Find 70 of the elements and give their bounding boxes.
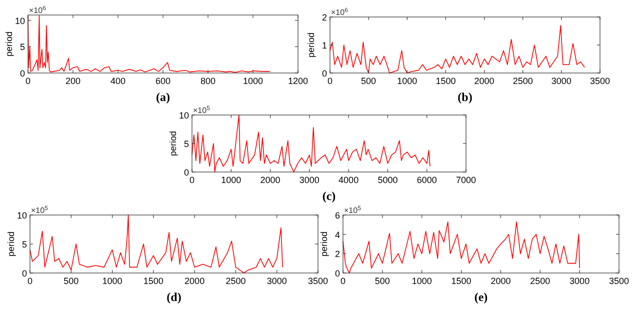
line-series <box>192 114 430 172</box>
y-axis-title: period <box>6 231 16 257</box>
x-tick-label: 2500 <box>530 276 550 286</box>
x-tick-label: 500 <box>361 76 376 86</box>
x-tick-label: 500 <box>64 276 79 286</box>
y-axis-title: period <box>306 32 316 58</box>
text: (b) <box>458 90 472 104</box>
y-tick-label: 2 <box>322 12 327 22</box>
y-tick-label: 10 <box>14 16 25 26</box>
x-tick-label: 1000 <box>412 276 432 286</box>
x-tick-label: 1000 <box>397 76 418 86</box>
y-tick-label: 10 <box>178 110 189 120</box>
annotation: ×10$^{5}$ <box>31 205 49 215</box>
x-tick-label: 2500 <box>226 276 246 286</box>
x-tick-label: 7000 <box>456 175 476 185</box>
text: (d) <box>166 290 182 304</box>
x-tick-label: 200 <box>65 76 81 86</box>
x-tick-label: 1500 <box>451 276 472 286</box>
x-tick-label: 3000 <box>299 175 320 185</box>
x-tick-label: 3000 <box>551 76 572 86</box>
x-tick-label: 3000 <box>266 276 287 286</box>
y-tick-label: 0 <box>20 68 25 78</box>
x-tick-label: 1000 <box>242 76 264 86</box>
text: (e) <box>474 290 488 304</box>
x-tick-label: 3000 <box>570 276 590 286</box>
x-tick-label: 1500 <box>436 76 456 86</box>
annotation: ×10$^{5}$ <box>193 105 211 115</box>
x-tick-label: 1000 <box>102 276 122 286</box>
y-axis-title: period <box>168 130 178 156</box>
y-tick-label: 5 <box>184 139 189 149</box>
y-axis-title: period <box>4 31 14 57</box>
x-tick-label: 600 <box>155 76 171 86</box>
y-tick-label: 5 <box>22 240 27 250</box>
x-tick-label: 2000 <box>474 76 494 86</box>
x-tick-label: 3500 <box>308 276 328 286</box>
line-series <box>30 214 284 274</box>
x-tick-label: 1500 <box>143 276 164 286</box>
y-tick-label: 0 <box>22 268 27 278</box>
x-tick-label: 4000 <box>338 175 359 185</box>
y-tick-label: 1 <box>322 40 327 50</box>
x-tick-label: 3500 <box>608 276 630 286</box>
y-tick-label: 6 <box>334 210 340 220</box>
x-tick-label: 800 <box>200 76 216 86</box>
y-tick-label: 5 <box>20 42 25 52</box>
y-tick-label: 0 <box>334 268 340 278</box>
text: ×10$^{6}$ <box>29 5 47 15</box>
y-tick-label: 4 <box>334 230 340 240</box>
x-tick-label: 3500 <box>590 76 610 86</box>
y-tick-label: 2 <box>334 249 340 260</box>
line-series <box>330 25 585 74</box>
x-tick-label: 5000 <box>378 175 398 185</box>
y-tick-label: 10 <box>16 210 27 220</box>
x-tick-label: 6000 <box>416 175 437 185</box>
x-tick-label: 2000 <box>260 175 280 185</box>
x-tick-label: 2500 <box>512 76 533 86</box>
y-axis-title: period <box>319 231 329 257</box>
x-tick-label: 2000 <box>490 276 511 286</box>
line-series <box>342 221 580 274</box>
y-tick-label: 0 <box>322 68 327 78</box>
y-tick-label: 0 <box>184 168 189 178</box>
x-tick-label: 500 <box>374 276 390 286</box>
x-tick-label: 2000 <box>184 276 205 286</box>
annotation: ×10$^{6}$ <box>331 7 349 17</box>
x-tick-label: 400 <box>110 76 126 86</box>
text: (c) <box>322 189 336 203</box>
x-tick-label: 1200 <box>288 76 308 86</box>
text: ×10$^{5}$ <box>344 205 362 215</box>
text: (a) <box>156 90 170 104</box>
x-tick-label: 1000 <box>221 175 242 185</box>
line-series <box>28 15 270 73</box>
